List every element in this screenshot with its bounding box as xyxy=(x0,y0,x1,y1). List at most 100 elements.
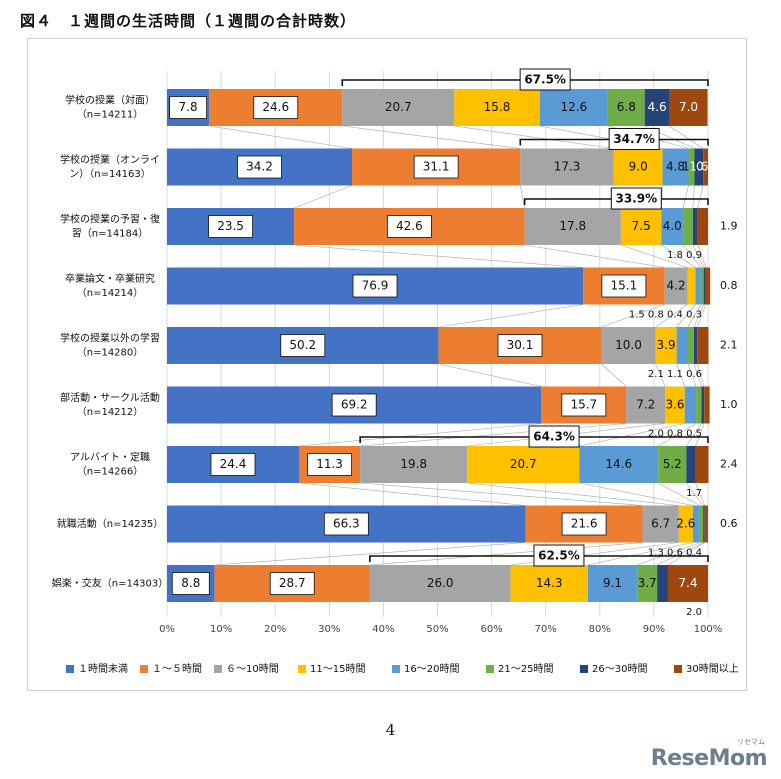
chart-frame: 0% 10% 20% 30% 40% 50% 60% 70% 80% 90% 100% 学校の授業（対… xyxy=(27,38,747,691)
annotation-box xyxy=(610,187,662,210)
series-connector xyxy=(695,423,705,447)
bar-segment xyxy=(696,386,702,424)
series-connector xyxy=(695,482,706,506)
series-connector xyxy=(637,542,700,566)
data-label: 15.7 xyxy=(570,398,597,412)
category-label: 学校の授業（オンライ xyxy=(60,153,160,166)
series-connector xyxy=(214,542,526,566)
bar-segment xyxy=(687,267,696,305)
legend-label: 21～25時間 xyxy=(498,663,553,675)
series-connector xyxy=(579,423,685,447)
resemom-logo-text: ReseMom xyxy=(650,746,768,771)
data-label-box xyxy=(208,215,253,238)
data-label: 14.3 xyxy=(536,576,563,590)
bar-segment xyxy=(467,446,580,483)
data-label-outside: 2.1 xyxy=(720,339,738,352)
data-label: 23.5 xyxy=(217,219,244,233)
legend-swatch xyxy=(214,665,222,673)
bar-segment xyxy=(655,327,677,364)
data-label-outside: 2.4 xyxy=(720,458,738,471)
annotation-label: 62.5% xyxy=(538,549,580,563)
annotation-box xyxy=(533,544,585,567)
series-connector xyxy=(658,423,697,447)
data-label: 30.1 xyxy=(507,338,534,352)
data-label-box xyxy=(497,334,543,357)
series-connector xyxy=(438,363,542,387)
bar-segment xyxy=(626,386,666,424)
data-label-below: 1.5 0.8 0.4 0.3 xyxy=(629,310,702,321)
data-label-outside: 0.8 xyxy=(720,279,738,292)
data-label: 26.0 xyxy=(427,576,454,590)
annotation-label: 33.9% xyxy=(615,192,657,206)
series-connector xyxy=(298,482,526,506)
bar-segment xyxy=(678,505,693,543)
data-label: 4.2 xyxy=(667,279,686,293)
series-connector xyxy=(697,185,704,209)
data-label-box xyxy=(253,96,299,119)
data-label: 14.6 xyxy=(605,457,632,471)
bar-segment xyxy=(524,208,621,245)
series-connector xyxy=(692,185,695,209)
legend-swatch xyxy=(674,665,682,673)
bar-segment xyxy=(684,386,697,424)
resemom-logo: ReseMom リセマム xyxy=(650,738,768,771)
data-label: 17.8 xyxy=(559,219,586,233)
data-label-outside: 1.9 xyxy=(720,220,738,233)
bar-segment xyxy=(703,267,706,305)
series-connector xyxy=(682,244,702,268)
bar-segment xyxy=(701,386,705,424)
data-label-box xyxy=(171,572,210,595)
data-label: 4.0 xyxy=(663,219,682,233)
bar-segment xyxy=(601,327,656,364)
series-connector xyxy=(454,125,614,149)
data-label: 42.6 xyxy=(396,219,423,233)
legend-swatch xyxy=(580,665,588,673)
x-tick-label: 90% xyxy=(643,624,665,635)
data-label: 20.7 xyxy=(510,457,537,471)
category-label: （n=14211） xyxy=(77,109,144,121)
data-label: 7.0 xyxy=(679,100,698,114)
data-label: 34.2 xyxy=(246,160,273,174)
legend-label: １～５時間 xyxy=(152,663,202,675)
bar-segment xyxy=(697,327,709,364)
bar-segment xyxy=(579,446,659,483)
bar-segment xyxy=(694,148,704,186)
category-label: アルバイト・定職 xyxy=(70,451,150,464)
series-connector xyxy=(579,482,693,506)
data-label: 69.2 xyxy=(341,398,368,412)
category-label: 就職活動（n=14235） xyxy=(57,517,164,530)
bar-segment xyxy=(642,505,679,543)
bar-segment xyxy=(687,327,694,364)
series-connector xyxy=(669,125,704,149)
bar-segment xyxy=(369,565,511,602)
series-connector xyxy=(587,542,693,566)
annotation-box xyxy=(608,128,660,150)
data-label: 9.0 xyxy=(629,160,648,174)
legend-label: 30時間以上 xyxy=(686,663,739,675)
series-connector xyxy=(209,125,353,149)
data-label: 3.6 xyxy=(665,398,684,412)
data-label: 10.0 xyxy=(615,338,642,352)
series-connector xyxy=(298,423,542,447)
series-connector xyxy=(687,363,697,387)
bar-segment xyxy=(607,89,645,126)
category-label: 卒業論文・卒業研究 xyxy=(65,272,155,285)
bar-segment xyxy=(657,565,668,602)
data-label-box xyxy=(331,393,377,417)
x-tick-label: 60% xyxy=(480,624,502,635)
data-label-below: 1.3 0.6 0.4 xyxy=(648,548,702,559)
category-label: 学校の授業（対面） xyxy=(65,94,155,107)
data-label: 1.1 xyxy=(682,160,701,174)
data-label-below: 2.0 0.8 0.5 xyxy=(648,429,702,440)
bar-segment xyxy=(613,148,663,186)
bar-segment xyxy=(700,267,704,305)
x-tick-label: 50% xyxy=(426,624,448,635)
data-label-outside: 0.6 xyxy=(720,517,738,530)
data-label: 6.8 xyxy=(617,100,636,114)
data-label-box xyxy=(323,512,369,536)
series-connector xyxy=(655,304,688,328)
series-connector xyxy=(696,304,707,328)
bar-segment xyxy=(697,208,708,245)
figure-title: 図４ １週間の生活時間（１週間の合計時数） xyxy=(20,12,357,30)
bar-segment xyxy=(587,565,638,602)
